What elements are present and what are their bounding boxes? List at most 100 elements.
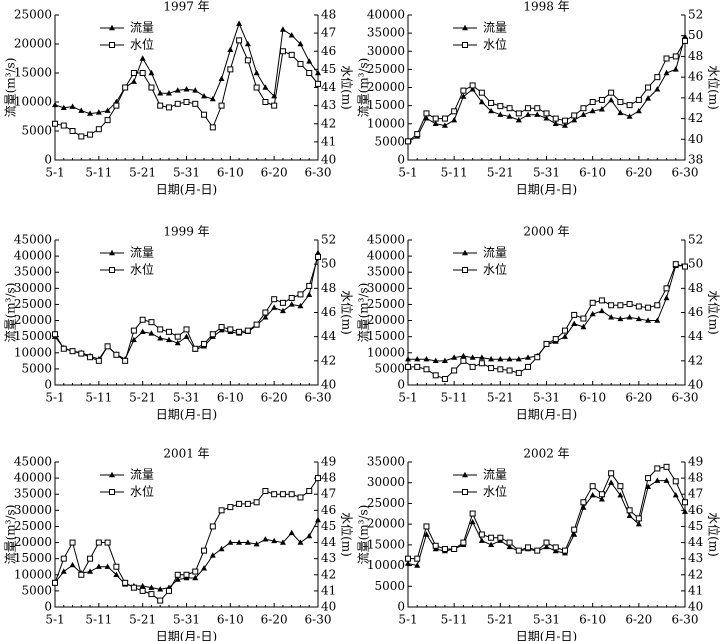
point bbox=[262, 536, 269, 542]
x-tick-label: 5-21 bbox=[487, 391, 514, 405]
y-tick-label: 5000 bbox=[374, 579, 405, 593]
point bbox=[580, 105, 587, 112]
y-tick-label: 20000 bbox=[367, 313, 405, 327]
legend-marker bbox=[109, 249, 115, 256]
y-tick-label: 45000 bbox=[367, 233, 405, 247]
point bbox=[571, 320, 578, 326]
y2-tick-label: 48 bbox=[321, 471, 336, 485]
point bbox=[515, 356, 522, 362]
y-tick-label: 15000 bbox=[367, 98, 405, 112]
chart-title: 2001 年 bbox=[163, 447, 209, 461]
point bbox=[122, 84, 129, 91]
point bbox=[608, 89, 615, 96]
x-tick-label: 6-30 bbox=[305, 391, 332, 405]
point bbox=[552, 336, 559, 343]
point bbox=[218, 324, 225, 330]
point bbox=[672, 53, 679, 60]
point bbox=[506, 113, 513, 119]
x-tick-label: 5-31 bbox=[533, 166, 560, 180]
point bbox=[262, 314, 269, 320]
point bbox=[139, 55, 146, 61]
point bbox=[262, 99, 269, 105]
point bbox=[478, 360, 485, 367]
point bbox=[645, 317, 652, 323]
point bbox=[460, 539, 467, 546]
y2-tick-label: 40 bbox=[321, 153, 336, 167]
point bbox=[157, 586, 164, 592]
point bbox=[78, 571, 85, 578]
legend-marker bbox=[462, 267, 468, 273]
point bbox=[279, 491, 286, 498]
legend-marker bbox=[462, 489, 468, 495]
point bbox=[608, 302, 615, 309]
y2-axis-label: 水位(m) bbox=[707, 65, 722, 110]
point bbox=[60, 555, 67, 562]
y2-tick-label: 46 bbox=[688, 503, 703, 517]
point bbox=[165, 90, 172, 96]
point bbox=[201, 565, 208, 571]
point bbox=[460, 93, 467, 99]
point bbox=[654, 74, 661, 81]
point bbox=[552, 120, 559, 126]
point bbox=[209, 552, 216, 558]
point bbox=[414, 131, 421, 138]
point bbox=[617, 109, 624, 116]
point bbox=[478, 89, 485, 96]
point bbox=[201, 93, 208, 99]
point bbox=[571, 311, 578, 318]
y-tick-label: 10000 bbox=[367, 558, 405, 572]
y-axis-label: 流量(m³/s) bbox=[357, 58, 371, 118]
point bbox=[253, 69, 260, 76]
point bbox=[626, 113, 633, 119]
point bbox=[580, 315, 587, 322]
point bbox=[534, 111, 541, 117]
point bbox=[192, 100, 199, 107]
point bbox=[488, 541, 495, 548]
y-tick-label: 25000 bbox=[14, 519, 52, 533]
y2-tick-label: 52 bbox=[321, 233, 336, 247]
chart-panel: 1998 年 0 5000 10000 15000 20000 25000 30000 3500… bbox=[357, 0, 722, 197]
point bbox=[552, 544, 559, 551]
point bbox=[543, 115, 550, 121]
point bbox=[174, 339, 181, 346]
point bbox=[682, 263, 688, 270]
point bbox=[130, 336, 137, 343]
point bbox=[271, 304, 278, 310]
point bbox=[598, 496, 605, 502]
point bbox=[306, 291, 313, 297]
y2-tick-label: 41 bbox=[688, 583, 703, 597]
point bbox=[78, 350, 85, 357]
point bbox=[148, 591, 155, 598]
point bbox=[306, 70, 313, 76]
point bbox=[104, 539, 111, 546]
point bbox=[279, 48, 286, 55]
axis-frame bbox=[54, 462, 319, 608]
x-tick-label: 5-31 bbox=[533, 613, 560, 627]
point bbox=[589, 483, 596, 490]
point bbox=[525, 363, 532, 370]
point bbox=[423, 531, 430, 537]
point bbox=[227, 326, 234, 333]
x-tick-label: 5-1 bbox=[45, 166, 64, 180]
point bbox=[488, 365, 495, 372]
point bbox=[297, 60, 304, 67]
point bbox=[104, 117, 111, 124]
point bbox=[95, 563, 102, 569]
point bbox=[654, 317, 661, 323]
point bbox=[663, 294, 670, 301]
y-axis-label: 流量(m³/s) bbox=[357, 505, 371, 565]
point bbox=[271, 102, 278, 109]
point bbox=[543, 340, 550, 347]
x-tick-label: 5-21 bbox=[129, 391, 156, 405]
point bbox=[598, 106, 605, 112]
y2-tick-label: 42 bbox=[688, 567, 703, 581]
legend-marker bbox=[462, 471, 468, 478]
point bbox=[654, 302, 661, 309]
point bbox=[262, 84, 269, 90]
point bbox=[460, 352, 467, 359]
y-tick-label: 10000 bbox=[14, 345, 52, 359]
point bbox=[244, 500, 251, 507]
chart-title: 1999 年 bbox=[163, 225, 209, 239]
axis-frame bbox=[54, 240, 319, 386]
